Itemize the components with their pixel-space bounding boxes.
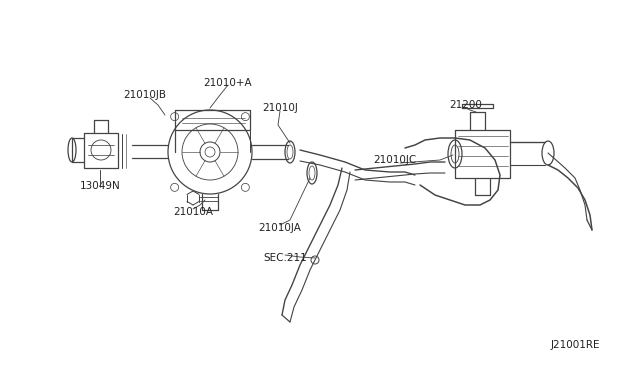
Text: 13049N: 13049N [79,181,120,191]
Text: 21010A: 21010A [173,207,213,217]
Text: 21010JB: 21010JB [124,90,166,100]
Text: SEC.211: SEC.211 [263,253,307,263]
Text: 21010+A: 21010+A [204,78,252,88]
Text: 21010JC: 21010JC [373,155,417,165]
Text: 21010J: 21010J [262,103,298,113]
Text: J21001RE: J21001RE [550,340,600,350]
Text: 21200: 21200 [449,100,483,110]
Text: 21010JA: 21010JA [259,223,301,233]
